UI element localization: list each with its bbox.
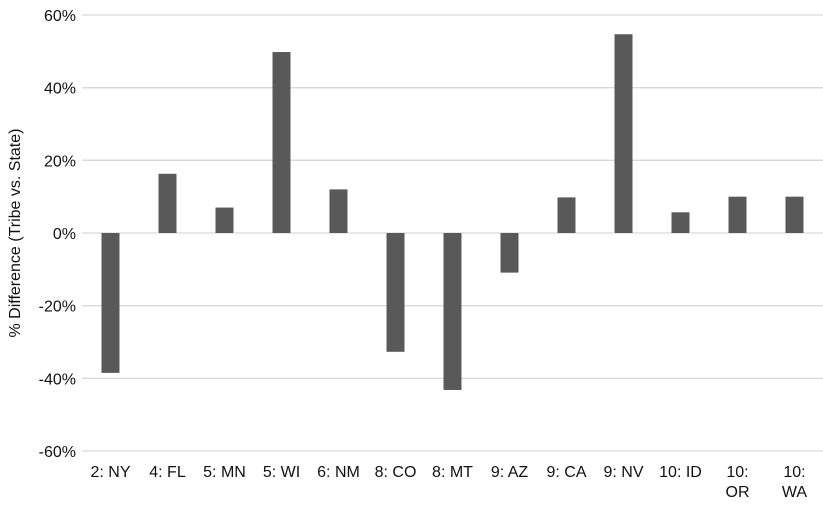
x-tick-label: 2: NY [90,464,130,481]
x-tick-label-line: OR [726,484,750,501]
x-tick-label: 4: FL [149,464,186,481]
y-tick-label: 60% [44,8,76,25]
y-axis-title: % Difference (Tribe vs. State) [7,129,24,338]
x-tick-label-line: 5: WI [263,464,300,481]
x-tick-label-line: 9: NV [603,464,643,481]
bar [329,189,348,233]
x-tick-label-line: 10: [726,464,748,481]
bar [272,52,291,234]
x-tick-label-line: 10: ID [659,464,702,481]
bar [443,233,462,390]
x-tick-label-line: 2: NY [90,464,130,481]
y-tick-label: 20% [44,153,76,170]
x-tick-label: 10: OR [726,464,750,501]
x-tick-label-line: 4: FL [149,464,186,481]
bar [671,212,690,233]
x-tick-label: 8: CO [375,464,417,481]
bar [785,196,804,233]
bar [101,233,120,373]
x-tick-label-line: 5: MN [203,464,246,481]
x-tick-label: 5: WI [263,464,300,481]
x-tick-label-line: 8: MT [432,464,473,481]
y-tick-label: -60% [39,444,76,461]
x-tick-label: 10: ID [659,464,702,481]
x-tick-label: 10: WA [782,464,808,501]
x-tick-label: 9: AZ [491,464,529,481]
y-axis-ticks: 60% 40% 20% 0% -20% -40% -60% [39,8,76,461]
x-tick-label-line: WA [782,484,808,501]
bars [101,34,804,390]
y-tick-label: 0% [53,226,76,243]
x-tick-label: 8: MT [432,464,473,481]
x-tick-label: 5: MN [203,464,246,481]
x-tick-label-line: 8: CO [375,464,417,481]
bar [500,233,519,273]
bar [614,34,633,233]
y-tick-label: 40% [44,81,76,98]
x-tick-label: 9: CA [546,464,586,481]
y-tick-label: -20% [39,299,76,316]
bar [158,173,177,233]
x-tick-label-line: 6: NM [317,464,360,481]
x-tick-label-line: 9: AZ [491,464,529,481]
x-tick-label-line: 9: CA [546,464,586,481]
bar [215,207,234,233]
x-tick-label: 6: NM [317,464,360,481]
x-tick-label: 9: NV [603,464,643,481]
y-tick-label: -40% [39,371,76,388]
bar [728,196,747,233]
x-tick-label-line: 10: [783,464,805,481]
bar [557,197,576,233]
bar [386,233,405,352]
x-axis-ticks: 2: NY 4: FL 5: MN 5: WI 6: NM 8: CO 8: MT 9: AZ… [90,464,807,501]
